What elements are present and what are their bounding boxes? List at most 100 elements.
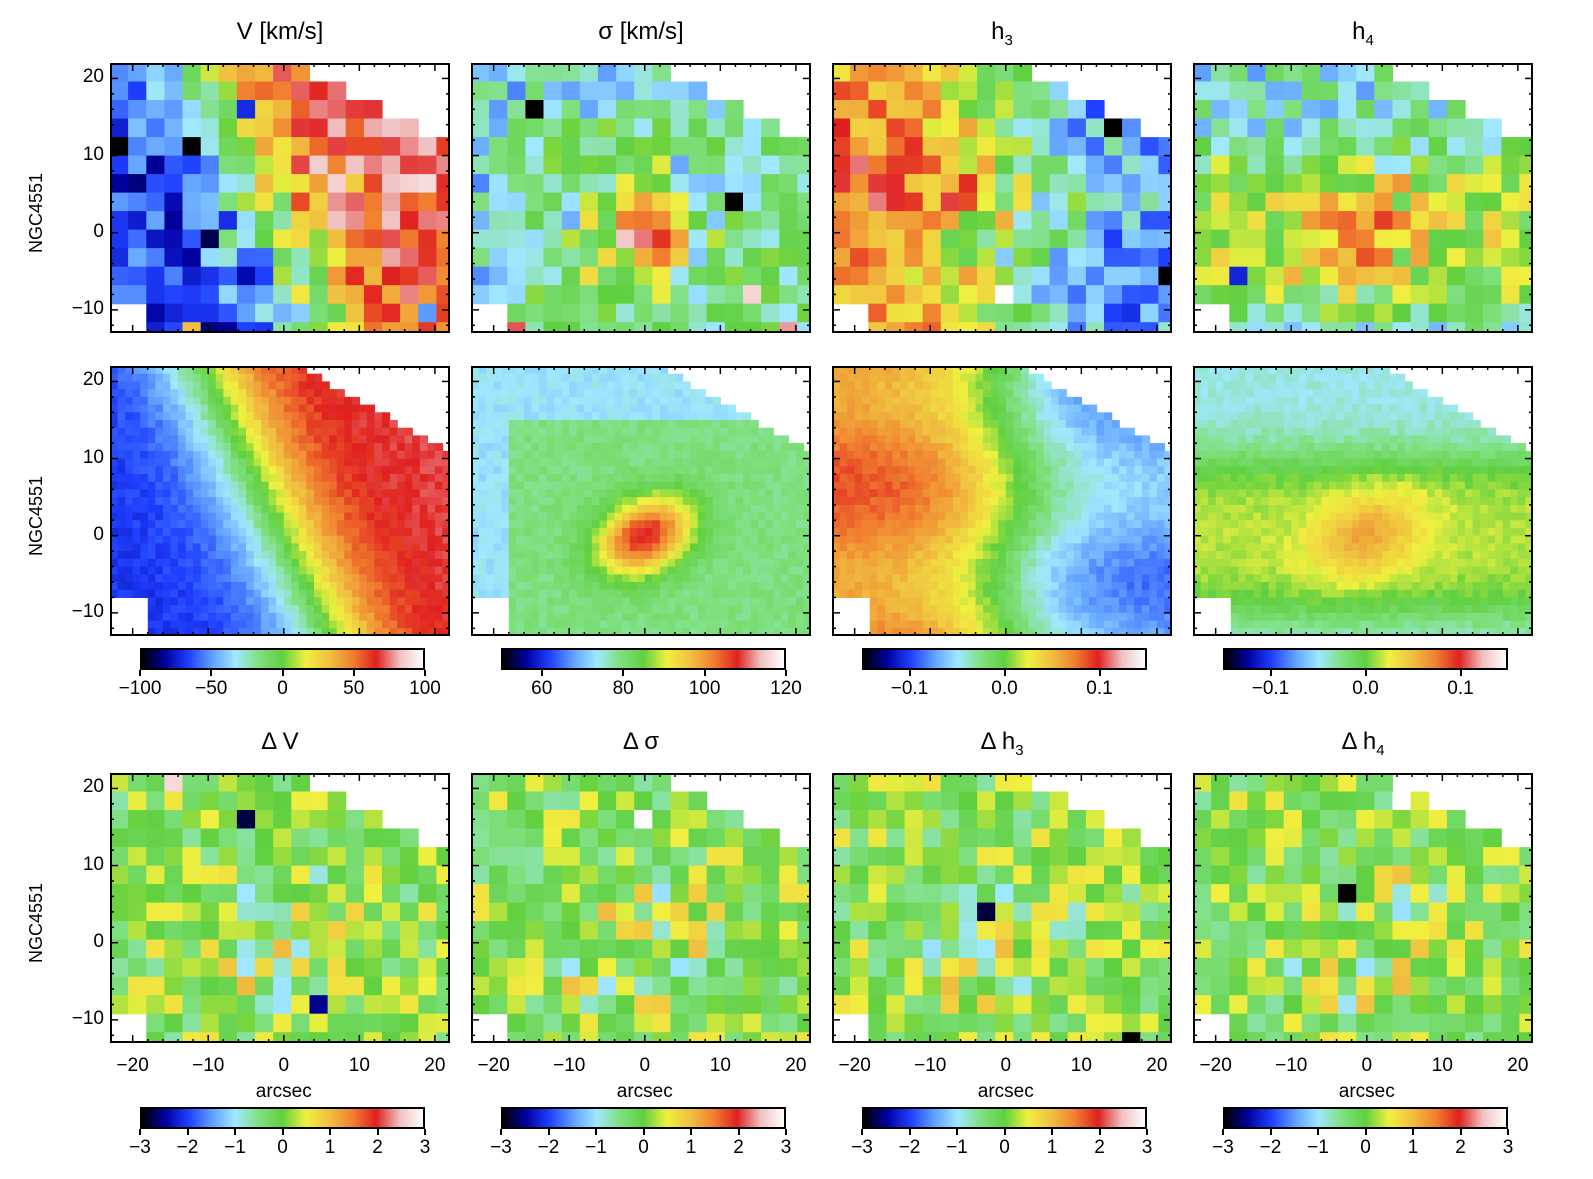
heatmap-cell [634, 303, 653, 323]
heatmap-cell [1229, 63, 1248, 83]
heatmap-cell [1164, 466, 1172, 475]
heatmap-cell [155, 620, 164, 629]
heatmap-cell [904, 81, 924, 101]
heatmap-cell [147, 566, 156, 575]
heatmap-cell [309, 137, 329, 157]
heatmap-cell [523, 597, 533, 606]
heatmap-cell [561, 366, 570, 375]
heatmap-cell [958, 81, 978, 101]
heatmap-cell [614, 366, 623, 375]
heatmap-cell [862, 551, 871, 560]
heatmap-cell [486, 389, 495, 398]
heatmap-cell [832, 81, 851, 101]
heatmap-cell [238, 373, 247, 382]
heatmap-cell [629, 412, 638, 421]
heatmap-cell [579, 100, 599, 120]
heatmap-cell [321, 558, 330, 568]
heatmap-cell [493, 535, 502, 544]
heatmap-cell [1410, 81, 1430, 101]
heatmap-cell [892, 543, 901, 552]
heatmap-cell [200, 605, 209, 614]
heatmap-cell [622, 520, 631, 529]
heatmap-cell [945, 373, 954, 382]
heatmap-cell [607, 566, 616, 575]
heatmap-cell [915, 443, 924, 452]
heatmap-cell [576, 497, 585, 506]
heatmap-cell [922, 322, 942, 333]
heatmap-cell [720, 481, 729, 490]
heatmap-cell [155, 520, 164, 529]
heatmap-cell [850, 81, 869, 101]
heatmap-cell [427, 512, 436, 521]
heatmap-cell [397, 458, 406, 467]
heatmap-cell [1013, 248, 1032, 268]
heatmap-cell [246, 373, 255, 382]
heatmap-cell [637, 528, 646, 537]
heatmap-cell [750, 612, 759, 622]
heatmap-cell [554, 404, 563, 413]
heatmap-cell [1410, 322, 1430, 333]
heatmap-cell [238, 381, 247, 390]
heatmap-cell [884, 458, 894, 467]
heatmap-cell [705, 605, 714, 614]
heatmap-cell [110, 381, 119, 390]
heatmap-cell [162, 597, 172, 606]
heatmap-cell [178, 443, 187, 452]
heatmap-cell [125, 535, 134, 544]
heatmap-cell [697, 481, 706, 490]
heatmap-cell [1134, 466, 1143, 475]
heatmap-cell [591, 512, 601, 521]
heatmap-cell [797, 266, 811, 286]
heatmap-cell [366, 528, 376, 537]
heatmap-cell [930, 381, 939, 390]
heatmap-cell [215, 427, 224, 436]
heatmap-cell [382, 589, 391, 598]
heatmap-cell [344, 474, 353, 483]
heatmap-cell [1020, 535, 1030, 544]
heatmap-cell [832, 528, 841, 537]
heatmap-cell [1013, 192, 1032, 212]
heatmap-cell [983, 535, 992, 544]
heatmap-cell [238, 543, 247, 552]
heatmap-cell [869, 443, 878, 452]
heatmap-cell [200, 450, 209, 460]
heatmap-cell [622, 381, 631, 390]
heatmap-cell [110, 285, 129, 305]
heatmap-cell [382, 229, 401, 249]
heatmap-cell [607, 420, 616, 429]
heatmap-cell [1319, 211, 1339, 231]
heatmap-cell [215, 551, 224, 560]
heatmap-cell [508, 574, 517, 583]
heatmap-cell [788, 589, 797, 598]
heatmap-cell [1338, 285, 1357, 305]
heatmap-cell [1073, 558, 1082, 568]
heatmap-cell [599, 443, 608, 452]
heatmap-cell [147, 551, 156, 560]
heatmap-cell [659, 458, 669, 467]
heatmap-cell [230, 466, 240, 475]
heatmap-cell [200, 381, 209, 390]
heatmap-cell [193, 466, 202, 475]
heatmap-cell [200, 389, 209, 398]
heatmap-cell [1483, 266, 1502, 286]
heatmap-cell [952, 528, 962, 537]
heatmap-cell [327, 285, 347, 305]
panel-r0-c3 [1193, 63, 1533, 333]
heatmap-cell [382, 543, 391, 552]
heatmap-cell [523, 381, 533, 390]
heatmap-cell [230, 528, 240, 537]
heatmap-cell [561, 612, 570, 622]
heatmap-cell [940, 266, 960, 286]
heatmap-cell [501, 381, 510, 390]
heatmap-cell [1013, 512, 1022, 521]
heatmap-cell [283, 628, 292, 636]
heatmap-cell [531, 366, 540, 375]
heatmap-cell [614, 528, 623, 537]
heatmap-cell [1156, 551, 1166, 560]
heatmap-cell [471, 582, 480, 591]
heatmap-cell [382, 458, 391, 467]
heatmap-cell [750, 574, 759, 583]
heatmap-cell [637, 620, 646, 629]
heatmap-cells [832, 366, 1172, 636]
heatmap-cell [869, 458, 878, 467]
